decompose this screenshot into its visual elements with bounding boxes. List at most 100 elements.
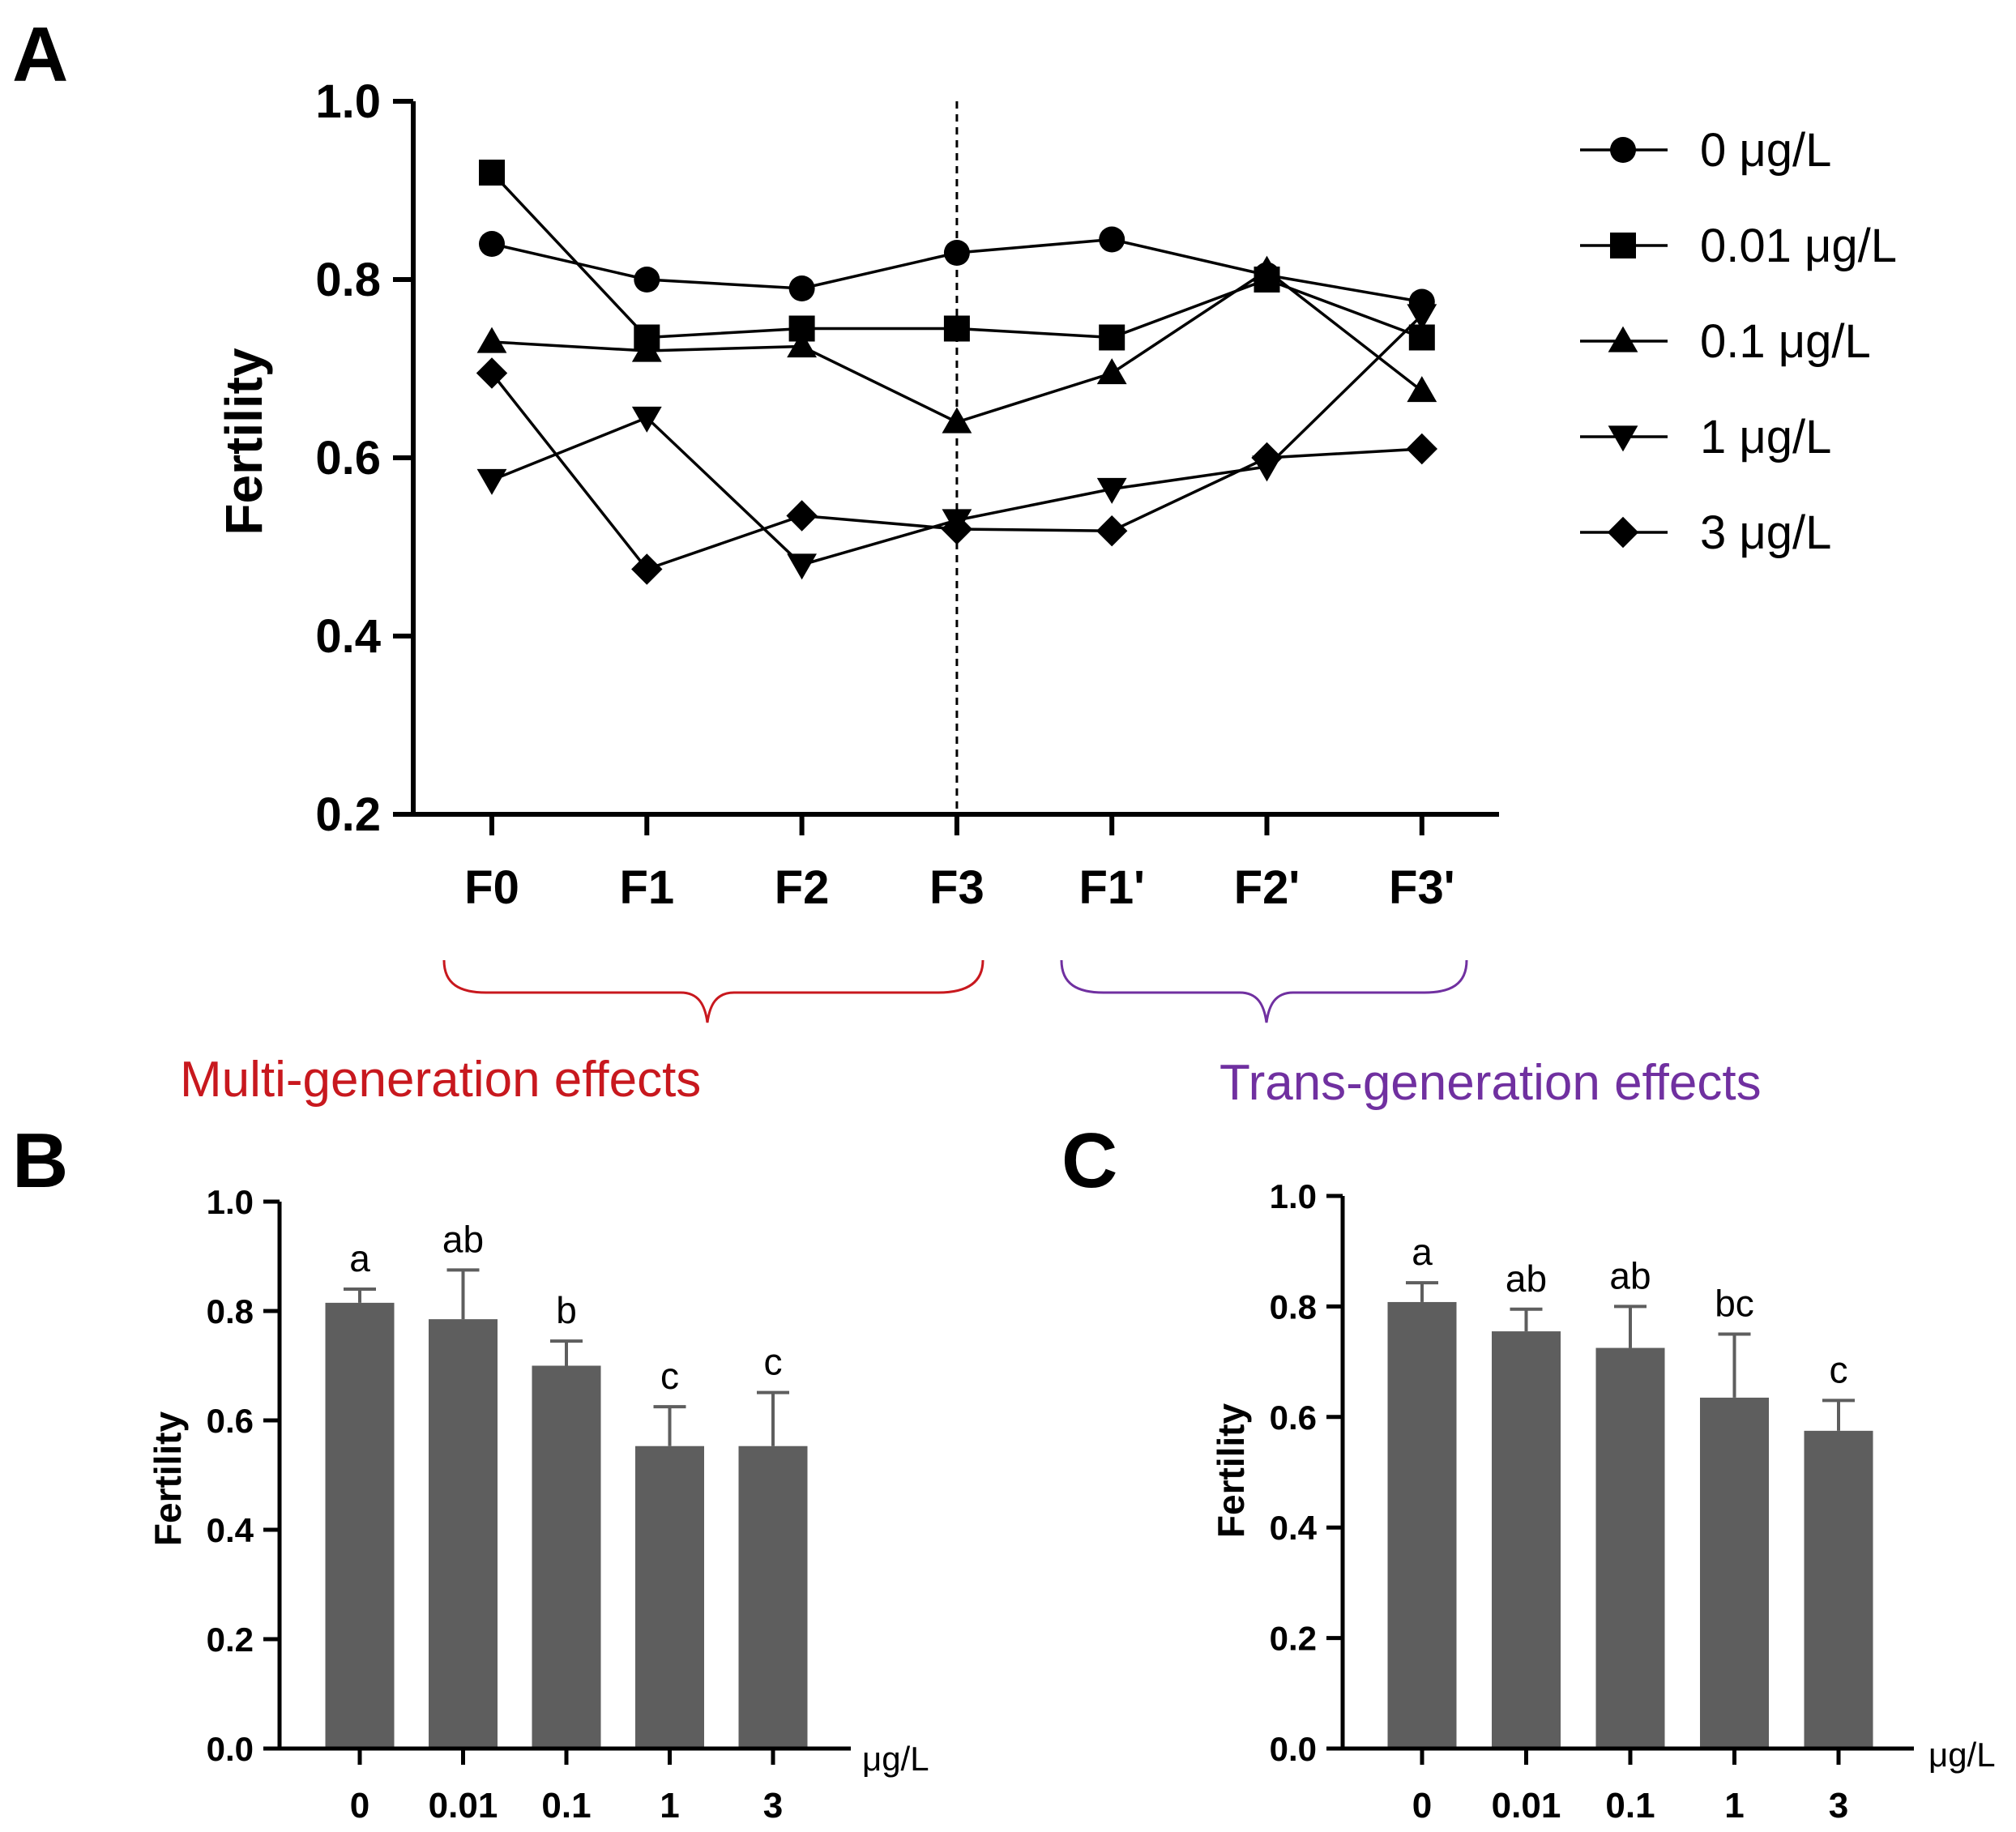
chart-b-x-unit-label: μg/L bbox=[862, 1740, 929, 1778]
panel-letter-a: A bbox=[12, 11, 68, 98]
legend-label-0-01-g-l: 0.01 μg/L bbox=[1700, 220, 1897, 272]
chart-c-bar-0-1 bbox=[1595, 1347, 1665, 1749]
data-point-3-g-l-f0 bbox=[476, 357, 508, 389]
data-point-0-1-g-l-f3 bbox=[942, 407, 972, 433]
bar-chart-c: a 0 ab 0.01 ab 0.1 bc 1 c 3 1.0 0.8 0.6 0.4 0.2 0.0 Fer… bbox=[1210, 1177, 1996, 1826]
chart-b-x-tick-label-0-1: 0.1 bbox=[541, 1786, 591, 1826]
multi-generation-label: Multi-generation effects bbox=[180, 1052, 701, 1108]
chart-c-x-tick-label-1: 1 bbox=[1724, 1786, 1744, 1826]
data-point-0-01-g-l-f1 bbox=[1099, 324, 1125, 351]
data-point-1-g-l-f0 bbox=[476, 468, 507, 495]
data-point-0-1-g-l-f2 bbox=[787, 331, 817, 358]
data-point-3-g-l-f2 bbox=[1251, 442, 1283, 474]
data-point-0-1-g-l-f1 bbox=[1096, 358, 1127, 385]
legend-label-0-1-g-l: 0.1 μg/L bbox=[1700, 315, 1871, 368]
legend-marker-0-g-l bbox=[1610, 137, 1636, 163]
chart-c-y-tick-label: 0.0 bbox=[1270, 1730, 1317, 1768]
chart-b-bar-0-01 bbox=[429, 1319, 498, 1749]
chart-c-significance-label-0-01: ab bbox=[1506, 1258, 1547, 1300]
chart-c-x-tick-label-0-01: 0.01 bbox=[1492, 1786, 1561, 1826]
data-point-0-01-g-l-f3 bbox=[943, 315, 970, 342]
chart-c-x-unit-label: μg/L bbox=[1928, 1736, 1996, 1774]
legend-marker-0-01-g-l bbox=[1610, 233, 1636, 258]
chart-c-y-tick-label: 0.2 bbox=[1270, 1620, 1317, 1658]
trans-generation-brace bbox=[1060, 959, 1468, 1023]
data-point-0-1-g-l-f3 bbox=[1407, 376, 1437, 403]
data-point-1-g-l-f1 bbox=[1096, 477, 1127, 504]
data-point-0-g-l-f0 bbox=[479, 231, 505, 257]
data-point-1-g-l-f3 bbox=[1407, 304, 1437, 331]
legend-label-1-g-l: 1 μg/L bbox=[1700, 411, 1831, 463]
bar-chart-b: a 0 ab 0.01 b 0.1 c 1 c 3 1.0 0.8 0.6 0.4 0.2 0.0 Ferti… bbox=[147, 1183, 929, 1826]
chart-c-y-axis-label: Fertility bbox=[1210, 1403, 1252, 1539]
chart-c-significance-label-3: c bbox=[1830, 1348, 1848, 1390]
chart-b-y-tick-label: 1.0 bbox=[207, 1183, 254, 1221]
chart-c-x-tick-label-0-1: 0.1 bbox=[1605, 1786, 1655, 1826]
chart-b-significance-label-0-01: ab bbox=[442, 1218, 484, 1260]
chart-a-x-tick-label-f2: F2' bbox=[1234, 861, 1300, 914]
chart-b-significance-label-3: c bbox=[764, 1341, 783, 1383]
chart-c-y-tick-label: 0.4 bbox=[1270, 1509, 1318, 1547]
data-point-0-g-l-f1 bbox=[1099, 226, 1125, 253]
data-point-3-g-l-f1 bbox=[1096, 515, 1128, 547]
chart-a-y-tick-label: 0.6 bbox=[315, 432, 381, 485]
line-chart-a: 1.0 0.8 0.6 0.4 0.2 F0 F1 F2 F3 F1' F2' F3' Fertili… bbox=[215, 75, 1499, 914]
data-point-0-1-g-l-f1 bbox=[631, 335, 662, 362]
chart-c-y-tick-label: 1.0 bbox=[1270, 1177, 1317, 1215]
chart-a-y-tick-label: 1.0 bbox=[315, 75, 381, 128]
data-point-0-g-l-f2 bbox=[788, 275, 815, 301]
chart-c-significance-label-0: a bbox=[1412, 1231, 1433, 1273]
chart-b-x-tick-label-1: 1 bbox=[660, 1786, 679, 1826]
chart-b-bar-0-1 bbox=[532, 1365, 601, 1749]
chart-b-y-tick-label: 0.4 bbox=[207, 1511, 254, 1549]
chart-a-x-tick-label-f0: F0 bbox=[464, 861, 519, 914]
data-point-3-g-l-f1 bbox=[631, 553, 663, 585]
chart-b-x-tick-label-0: 0 bbox=[350, 1786, 369, 1826]
data-point-1-g-l-f2 bbox=[787, 553, 817, 580]
legend-a: 0 μg/L 0.01 μg/L 0.1 μg/L 1 μg/L 3 μg/L bbox=[1580, 124, 1897, 559]
chart-b-bar-0 bbox=[325, 1302, 395, 1749]
panel-letter-c: C bbox=[1061, 1117, 1117, 1204]
data-point-3-g-l-f3 bbox=[941, 513, 973, 545]
data-point-0-1-g-l-f0 bbox=[476, 327, 507, 353]
chart-a-x-tick-label-f1: F1 bbox=[619, 861, 674, 914]
legend-label-3-g-l: 3 μg/L bbox=[1700, 506, 1831, 559]
chart-a-x-tick-label-f3: F3 bbox=[929, 861, 985, 914]
data-point-0-1-g-l-f2 bbox=[1252, 255, 1282, 282]
data-point-0-g-l-f3 bbox=[943, 240, 970, 266]
data-point-0-01-g-l-f0 bbox=[479, 160, 505, 186]
chart-a-x-tick-label-f3: F3' bbox=[1389, 861, 1454, 914]
chart-b-y-tick-label: 0.2 bbox=[207, 1621, 254, 1659]
chart-a-y-tick-label: 0.2 bbox=[315, 788, 381, 841]
chart-b-bar-3 bbox=[738, 1446, 808, 1749]
chart-c-bar-0-01 bbox=[1492, 1331, 1561, 1749]
chart-a-x-tick-label-f1: F1' bbox=[1078, 861, 1144, 914]
data-point-3-g-l-f3 bbox=[1406, 433, 1437, 465]
chart-c-significance-label-0-1: ab bbox=[1609, 1254, 1651, 1296]
legend-marker-0-1-g-l bbox=[1608, 326, 1638, 352]
chart-a-y-axis-label: Fertility bbox=[215, 348, 273, 536]
chart-b-y-tick-label: 0.8 bbox=[207, 1292, 254, 1330]
multi-generation-brace bbox=[442, 959, 985, 1023]
chart-c-significance-label-1: bc bbox=[1715, 1283, 1754, 1325]
chart-b-y-tick-label: 0.6 bbox=[207, 1402, 254, 1440]
legend-marker-1-g-l bbox=[1608, 425, 1638, 452]
chart-c-y-tick-label: 0.8 bbox=[1270, 1288, 1317, 1326]
chart-b-y-axis-label: Fertility bbox=[147, 1411, 189, 1547]
series-line-0-1-g-l bbox=[491, 268, 1423, 424]
data-point-1-g-l-f1 bbox=[631, 406, 662, 433]
chart-a-y-tick-label: 0.8 bbox=[315, 254, 381, 306]
chart-c-bar-3 bbox=[1804, 1430, 1873, 1749]
chart-c-y-tick-label: 0.6 bbox=[1270, 1399, 1317, 1437]
data-point-3-g-l-f2 bbox=[786, 500, 818, 532]
data-point-0-g-l-f1 bbox=[634, 267, 660, 293]
chart-b-y-tick-label: 0.0 bbox=[207, 1730, 254, 1768]
chart-b-x-tick-label-3: 3 bbox=[763, 1786, 783, 1826]
panel-letter-b: B bbox=[12, 1117, 68, 1204]
legend-marker-3-g-l bbox=[1607, 516, 1639, 549]
chart-b-significance-label-1: c bbox=[660, 1355, 679, 1397]
trans-generation-label: Trans-generation effects bbox=[1219, 1055, 1762, 1111]
chart-a-y-tick-label: 0.4 bbox=[315, 610, 381, 663]
legend-label-0-g-l: 0 μg/L bbox=[1700, 124, 1831, 177]
